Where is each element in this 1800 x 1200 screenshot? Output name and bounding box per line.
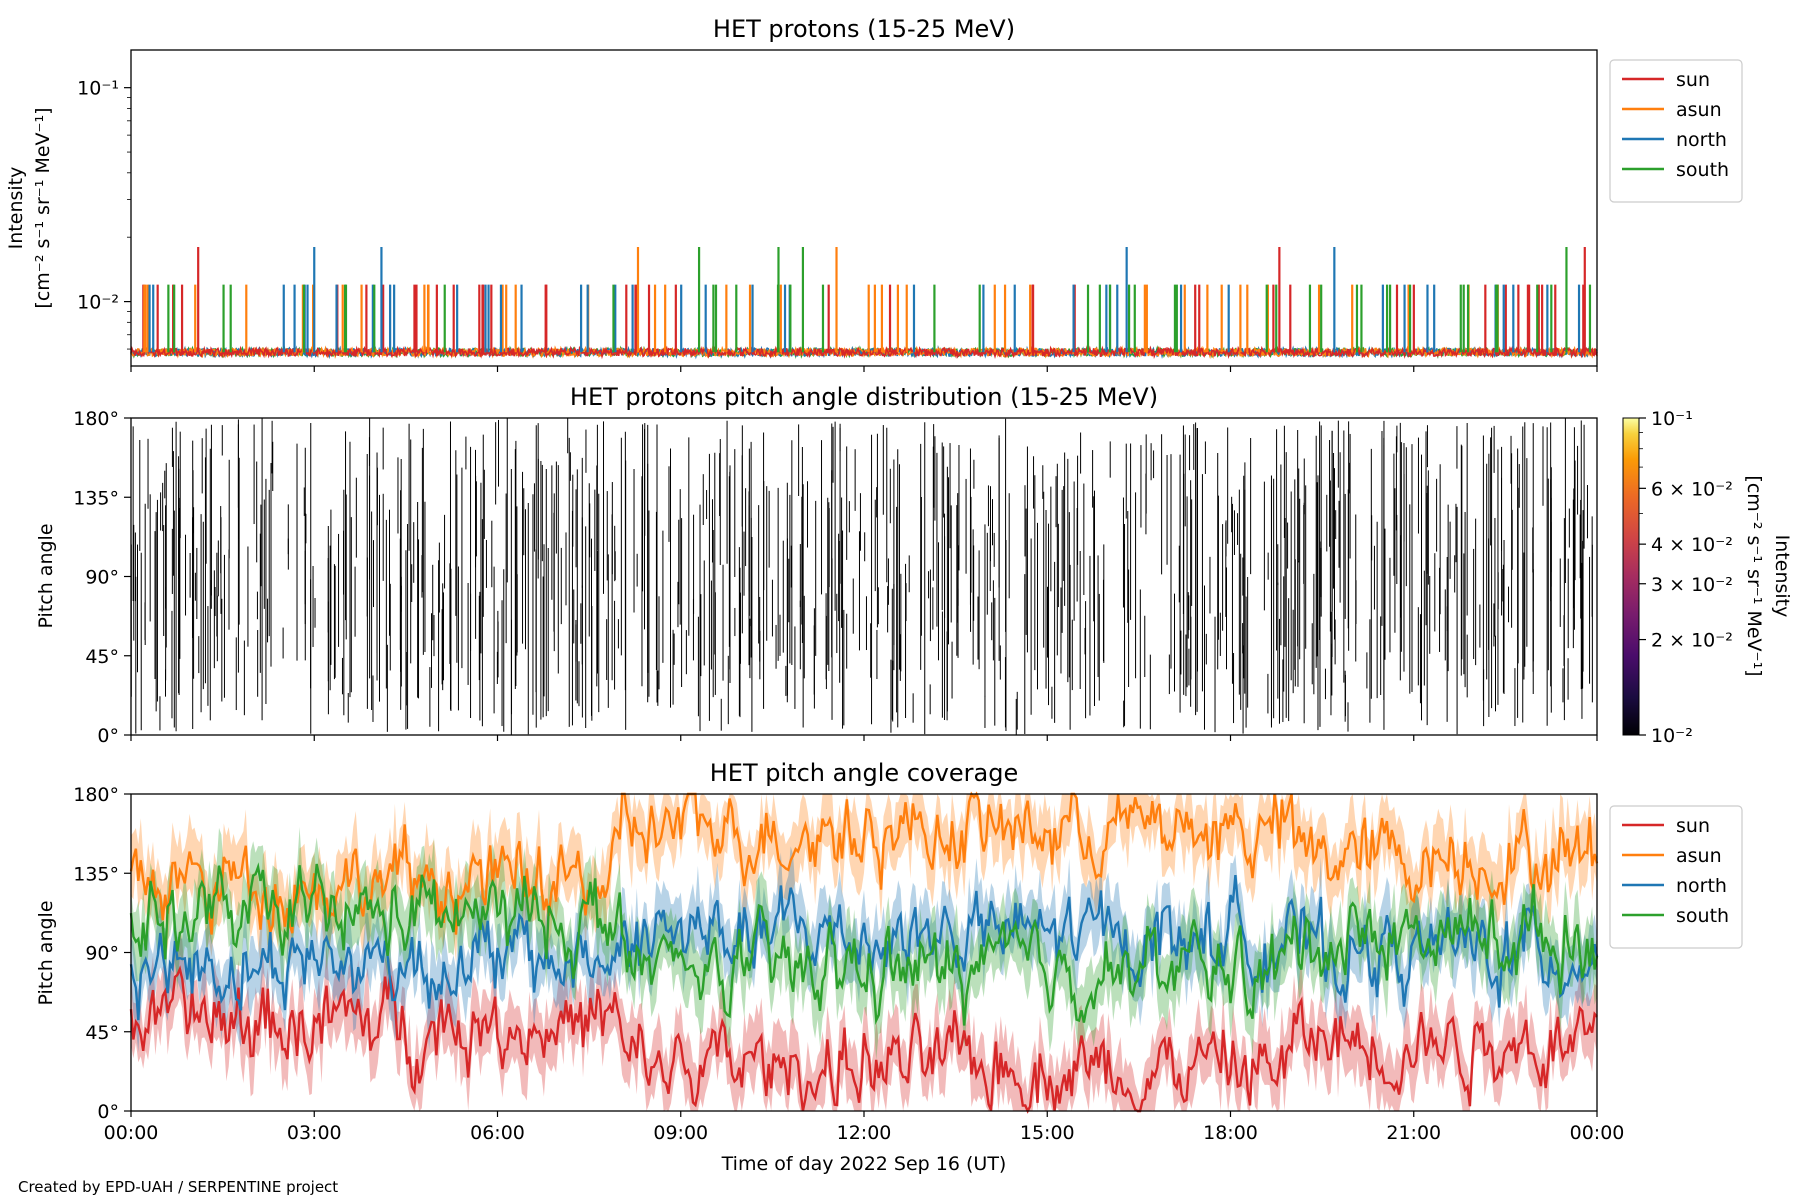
colorbar-axis: 10⁻¹ 6 × 10⁻² 4 × 10⁻² 3 × 10⁻² 2 × 10⁻² 10⁻² (1639, 408, 1733, 747)
spikes-north (148, 246, 1581, 353)
x-tick-label: 21:00 (1386, 1122, 1441, 1144)
footer-credit: Created by EPD-UAH / SERPENTINE project (18, 1178, 338, 1196)
legend-label-asun: asun (1676, 845, 1722, 867)
x-axis-label: Time of day 2022 Sep 16 (UT) (721, 1153, 1007, 1175)
panel1-yunit: [cm⁻² s⁻¹ sr⁻¹ MeV⁻¹] (32, 107, 54, 308)
panel3-ylabel-group: Pitch angle (35, 900, 57, 1005)
panel2-x-axis (130, 735, 1598, 741)
y-tick-label: 180° (73, 784, 119, 806)
y-tick-label: 0° (97, 1101, 119, 1123)
x-tick-label: 09:00 (653, 1122, 708, 1144)
panel2-ylabel: Pitch angle (35, 523, 57, 628)
series-line-sun (129, 965, 1598, 1114)
panel1-title: HET protons (15-25 MeV) (713, 15, 1015, 43)
panel1-y-axis: 10⁻¹ 10⁻² (77, 78, 131, 350)
legend-label-asun: asun (1676, 99, 1722, 121)
colorbar-tick-label: 4 × 10⁻² (1651, 534, 1733, 556)
panel3-title: HET pitch angle coverage (710, 759, 1018, 787)
panel3-x-axis: 00:00 03:00 06:00 09:00 12:00 15:00 18:00 21:00… (104, 1111, 1625, 1144)
panel-pad: HET protons pitch angle distribution (15… (35, 383, 1793, 747)
colorbar-tick-label: 3 × 10⁻² (1651, 574, 1733, 596)
x-tick-label: 03:00 (287, 1122, 342, 1144)
colorbar-unit-group: [cm⁻² s⁻¹ sr⁻¹ MeV⁻¹] (1743, 475, 1765, 676)
legend-label-north: north (1676, 129, 1727, 151)
panel1-frame (130, 49, 1598, 367)
x-tick-label: 06:00 (470, 1122, 525, 1144)
panel1-ylabel: Intensity (5, 167, 27, 250)
colorbar-tick-label: 10⁻² (1651, 725, 1693, 747)
series-line-asun (129, 791, 1599, 935)
spikes-south (167, 246, 1592, 353)
legend-box (1609, 59, 1743, 203)
colorbar-tick-label: 6 × 10⁻² (1651, 478, 1733, 500)
colorbar-label: Intensity (1771, 535, 1793, 618)
y-tick-label: 10⁻² (77, 292, 119, 314)
spikes-asun (143, 246, 1499, 353)
y-tick-label: 10⁻¹ (77, 78, 119, 100)
legend-label-north: north (1676, 875, 1727, 897)
x-tick-label: 12:00 (837, 1122, 892, 1144)
y-tick-label: 90° (85, 567, 119, 589)
legend-label-sun: sun (1676, 815, 1710, 837)
colorbar-tick-label: 2 × 10⁻² (1651, 630, 1733, 652)
panel3-legend: sun asun north south (1609, 805, 1743, 949)
y-tick-label: 45° (85, 1022, 119, 1044)
panel2-title: HET protons pitch angle distribution (15… (570, 383, 1158, 411)
x-tick-label: 00:00 (1570, 1122, 1625, 1144)
y-tick-label: 90° (85, 943, 119, 965)
y-tick-label: 135° (73, 487, 119, 509)
panel-coverage: HET pitch angle coverage 0° 45° 90° 135° 180… (35, 759, 1743, 1175)
band-asun (131, 794, 1597, 971)
legend-label-south: south (1676, 905, 1729, 927)
colorbar (1622, 417, 1640, 736)
colorbar-unit: [cm⁻² s⁻¹ sr⁻¹ MeV⁻¹] (1743, 475, 1765, 676)
panel2-plot-area (130, 418, 1593, 735)
x-tick-label: 15:00 (1020, 1122, 1075, 1144)
y-tick-label: 45° (85, 646, 119, 668)
panel1-legend: sun asun north south (1609, 59, 1743, 203)
series-line-south (129, 862, 1599, 1026)
series-line-north (129, 874, 1599, 1021)
colorbar-tick-label: 10⁻¹ (1651, 408, 1693, 430)
panel3-ylabel: Pitch angle (35, 900, 57, 1005)
panel1-ylabel-group: Intensity (5, 167, 27, 250)
y-tick-label: 135° (73, 863, 119, 885)
series-line-sun (130, 345, 1598, 360)
spikes-sun (142, 246, 1586, 353)
panel1-yunit-group: [cm⁻² s⁻¹ sr⁻¹ MeV⁻¹] (32, 107, 54, 308)
panel2-y-axis: 0° 45° 90° 135° 180° (73, 408, 131, 747)
panel-intensity: HET protons (15-25 MeV) 10⁻¹ 10⁻² Intensi… (5, 15, 1743, 372)
legend-label-sun: sun (1676, 69, 1710, 91)
panel3-plot-area (129, 791, 1599, 1114)
colorbar-label-group: Intensity (1771, 535, 1793, 618)
panel3-y-axis: 0° 45° 90° 135° 180° (73, 784, 131, 1123)
panel1-plot-area (130, 246, 1598, 360)
y-tick-label: 0° (97, 725, 119, 747)
x-tick-label: 18:00 (1203, 1122, 1258, 1144)
panel2-ylabel-group: Pitch angle (35, 523, 57, 628)
y-tick-label: 180° (73, 408, 119, 430)
x-tick-label: 00:00 (104, 1122, 159, 1144)
legend-label-south: south (1676, 159, 1729, 181)
legend-box (1609, 805, 1743, 949)
panel1-x-axis (130, 366, 1598, 372)
